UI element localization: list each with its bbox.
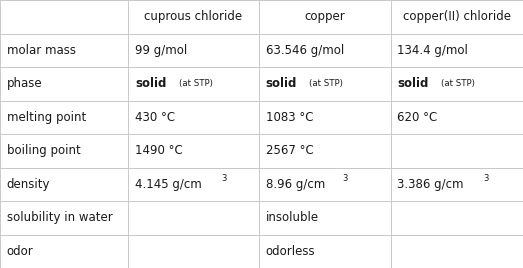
Text: 1490 °C: 1490 °C: [135, 144, 183, 157]
Text: 99 g/mol: 99 g/mol: [135, 44, 187, 57]
Text: (at STP): (at STP): [178, 79, 212, 88]
Text: density: density: [7, 178, 50, 191]
Text: odor: odor: [7, 245, 33, 258]
Text: 3.386 g/cm: 3.386 g/cm: [397, 178, 464, 191]
Text: odorless: odorless: [266, 245, 315, 258]
Text: 2567 °C: 2567 °C: [266, 144, 313, 157]
Text: 620 °C: 620 °C: [397, 111, 438, 124]
Text: 63.546 g/mol: 63.546 g/mol: [266, 44, 344, 57]
Text: phase: phase: [7, 77, 42, 90]
Text: cuprous chloride: cuprous chloride: [144, 10, 243, 23]
Text: 1083 °C: 1083 °C: [266, 111, 313, 124]
Text: (at STP): (at STP): [309, 79, 343, 88]
Text: 8.96 g/cm: 8.96 g/cm: [266, 178, 325, 191]
Text: copper: copper: [304, 10, 345, 23]
Text: solid: solid: [397, 77, 429, 90]
Text: 3: 3: [342, 174, 347, 183]
Text: solubility in water: solubility in water: [7, 211, 112, 224]
Text: solid: solid: [266, 77, 297, 90]
Text: 134.4 g/mol: 134.4 g/mol: [397, 44, 469, 57]
Text: boiling point: boiling point: [7, 144, 81, 157]
Text: molar mass: molar mass: [7, 44, 76, 57]
Text: 3: 3: [221, 174, 226, 183]
Text: insoluble: insoluble: [266, 211, 319, 224]
Text: copper(II) chloride: copper(II) chloride: [403, 10, 511, 23]
Text: 430 °C: 430 °C: [135, 111, 175, 124]
Text: (at STP): (at STP): [441, 79, 475, 88]
Text: melting point: melting point: [7, 111, 86, 124]
Text: 4.145 g/cm: 4.145 g/cm: [135, 178, 202, 191]
Text: solid: solid: [135, 77, 166, 90]
Text: 3: 3: [483, 174, 488, 183]
